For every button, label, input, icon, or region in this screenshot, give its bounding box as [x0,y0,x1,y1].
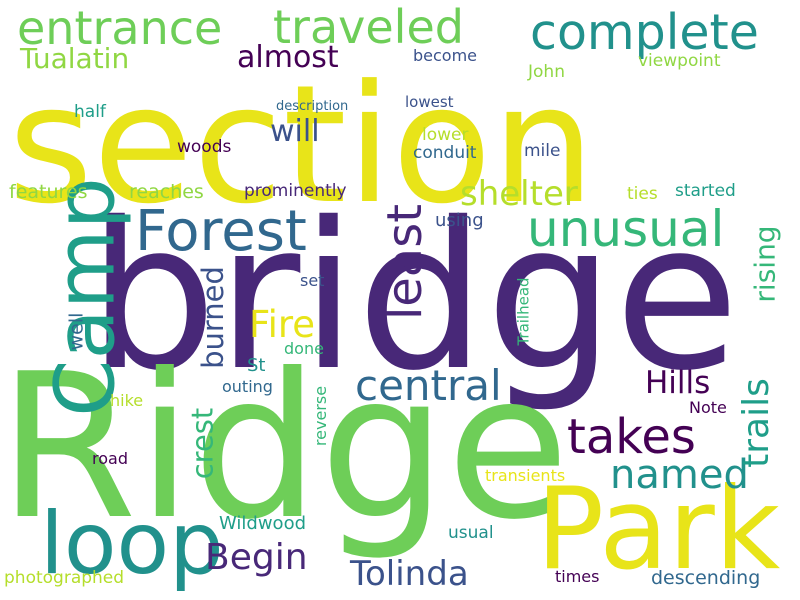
word-half: half [74,102,106,122]
word-camp: Camp [38,177,134,417]
word-ridge: Ridge [0,331,570,564]
word-done: done [284,339,324,358]
word-prominently: prominently [244,181,347,201]
word-shelter: shelter [460,174,578,214]
word-outing: outing [222,377,273,396]
word-viewpoint: viewpoint [638,51,721,71]
word-descending: descending [651,567,761,589]
word-using: using [435,210,484,231]
word-unusual: unusual [527,200,725,258]
word-started: started [675,181,736,201]
word-rising: rising [748,225,782,303]
word-tualatin: Tualatin [20,42,130,75]
word-note: Note [689,398,727,417]
word-named: named [610,452,749,498]
word-forest: Forest [135,199,307,264]
word-set: set [300,271,325,290]
word-bridge: bridge [88,179,740,415]
word-john: John [528,62,565,82]
word-reaches: reaches [129,181,204,203]
word-conduit: conduit [413,143,477,163]
word-description: description [276,99,349,114]
word-trails: trails [735,378,777,468]
word-almost: almost [237,40,339,75]
word-hike: hike [110,391,144,410]
word-lowest: lowest [405,93,454,111]
word-takes: takes [567,409,696,465]
word-hills: Hills [645,365,711,401]
word-usual: usual [448,523,494,543]
word-trailhead: Trailhead [514,277,533,346]
word-features: features [9,181,88,203]
word-road: road [92,449,128,468]
word-photographed: photographed [4,568,125,588]
word-wildwood: Wildwood [219,513,307,534]
word-well: well [65,312,88,351]
word-mile: mile [524,141,561,161]
word-times: times [555,567,600,586]
word-central: central [355,361,502,410]
word-park: Park [536,463,781,595]
word-section: section [8,51,596,240]
word-become: become [413,46,478,65]
word-fire: Fire [249,303,316,346]
word-crest: crest [185,407,220,480]
word-traveled: traveled [273,0,464,54]
word-complete: complete [530,4,759,61]
word-reverse: reverse [311,385,331,447]
word-transients: transients [485,466,566,485]
word-least: least [377,203,434,321]
word-lower: lower [422,125,469,145]
word-st: St [247,355,266,376]
word-woods: woods [177,137,232,157]
word-begin: Begin [205,537,308,578]
word-entrance: entrance [17,1,223,55]
word-loop: loop [40,494,224,594]
word-will: will [270,114,320,149]
word-burned: burned [195,266,230,369]
word-ties: ties [627,184,658,204]
word-tolinda: Tolinda [350,554,469,594]
